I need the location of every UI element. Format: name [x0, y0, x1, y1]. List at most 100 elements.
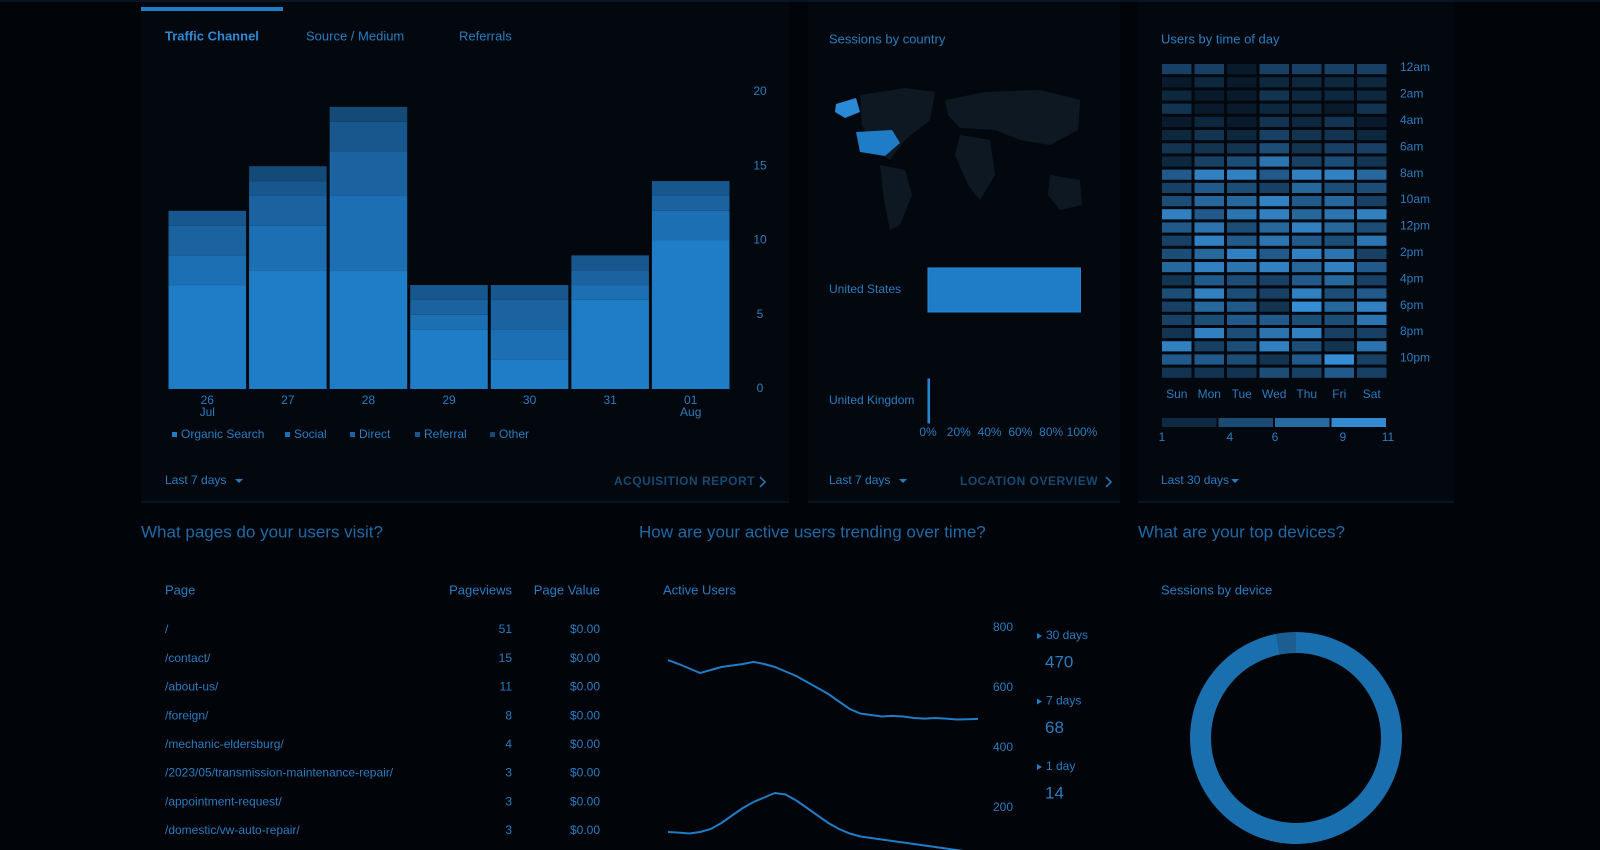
heat-cell — [1292, 328, 1322, 339]
heat-cell — [1324, 182, 1354, 193]
date-range[interactable]: Last 30 days — [1161, 473, 1229, 487]
report-link[interactable]: LOCATION OVERVIEW — [960, 474, 1098, 488]
heat-cell — [1292, 235, 1322, 246]
heat-cell — [1259, 288, 1289, 299]
heat-cell — [1227, 156, 1257, 167]
heat-cell — [1357, 130, 1387, 141]
y-tick-label: 15 — [753, 158, 767, 172]
date-range[interactable]: Last 7 days — [829, 473, 890, 487]
report-link[interactable]: ACQUISITION REPORT — [614, 474, 755, 488]
heat-cell — [1357, 275, 1387, 286]
heat-cell — [1357, 235, 1387, 246]
colorbar-segment — [1162, 418, 1217, 427]
legend-label: 7 days — [1046, 694, 1081, 708]
table-cell: 4 — [505, 737, 512, 751]
colorbar-segment — [1218, 418, 1273, 427]
legend-swatch — [415, 432, 420, 437]
heat-cell — [1292, 275, 1322, 286]
heat-cell — [1357, 90, 1387, 101]
heat-cell — [1227, 235, 1257, 246]
heat-cell — [1162, 64, 1192, 75]
tab[interactable]: Traffic Channel — [165, 28, 259, 43]
chart-title: Users by time of day — [1161, 31, 1280, 46]
heat-cell — [1259, 196, 1289, 207]
bar-segment — [168, 210, 247, 226]
bar-segment — [490, 285, 569, 300]
heat-cell — [1292, 64, 1322, 75]
category-label: United Kingdom — [829, 393, 914, 407]
heat-cell — [1162, 130, 1192, 141]
heat-cell — [1162, 248, 1192, 259]
y-tick-label: 200 — [993, 800, 1013, 814]
bar-segment — [651, 181, 730, 196]
heat-cell — [1227, 143, 1257, 154]
heat-cell — [1162, 182, 1192, 193]
table-cell: $0.00 — [570, 823, 600, 837]
heat-cell — [1194, 169, 1224, 180]
y-tick-label: 20 — [753, 84, 767, 98]
table-cell: 11 — [500, 680, 513, 694]
heat-cell — [1259, 341, 1289, 352]
dropdown-caret — [1231, 479, 1239, 483]
bar-segment — [571, 255, 649, 271]
dropdown-caret — [235, 479, 243, 483]
table-cell[interactable]: /appointment-request/ — [165, 794, 282, 808]
table-cell[interactable]: /contact/ — [165, 651, 211, 665]
bar — [927, 378, 931, 424]
heat-cell — [1162, 314, 1192, 325]
bar-segment — [410, 299, 488, 315]
row-label: 6pm — [1400, 298, 1423, 312]
bar-segment — [571, 270, 649, 286]
heat-cell — [1324, 341, 1354, 352]
legend-marker — [1037, 698, 1042, 705]
table-cell[interactable]: /foreign/ — [165, 708, 209, 722]
table-cell: 51 — [499, 622, 513, 636]
chevron — [1105, 476, 1113, 488]
heat-cell — [1162, 328, 1192, 339]
x-tick-label: 31 — [603, 393, 617, 407]
table-cell: $0.00 — [570, 794, 600, 808]
heat-cell — [1357, 103, 1387, 114]
column-label: Sat — [1363, 387, 1382, 401]
heat-cell — [1162, 367, 1192, 378]
bar-segment — [410, 314, 488, 330]
date-range[interactable]: Last 7 days — [165, 473, 226, 487]
row-label: 10pm — [1400, 351, 1430, 365]
legend-label: Organic Search — [181, 427, 264, 441]
heat-cell — [1227, 77, 1257, 88]
bar-segment — [329, 121, 408, 152]
heat-cell — [1194, 288, 1224, 299]
table-cell[interactable]: /mechanic-eldersburg/ — [165, 737, 284, 751]
row-label: 10am — [1400, 192, 1430, 206]
legend-marker — [1037, 764, 1042, 770]
heat-cell — [1227, 288, 1257, 299]
heat-cell — [1324, 328, 1354, 339]
row-label: 4am — [1400, 113, 1423, 127]
heat-cell — [1292, 222, 1322, 233]
heat-cell — [1162, 77, 1192, 88]
heat-cell — [1324, 222, 1354, 233]
table-cell[interactable]: / — [165, 622, 169, 636]
heat-cell — [1194, 222, 1224, 233]
table-cell[interactable]: /2023/05/transmission-maintenance-repair… — [165, 766, 394, 780]
heat-cell — [1324, 235, 1354, 246]
x-tick-label: 01 — [684, 393, 698, 407]
heat-cell — [1162, 156, 1192, 167]
tab[interactable]: Referrals — [459, 28, 512, 43]
active-tab-indicator — [141, 7, 283, 11]
bar-segment — [329, 151, 408, 196]
heat-cell — [1259, 143, 1289, 154]
tab[interactable]: Source / Medium — [306, 28, 404, 43]
bar-segment — [651, 210, 730, 241]
heat-cell — [1227, 367, 1257, 378]
heat-cell — [1227, 103, 1257, 114]
heat-cell — [1194, 182, 1224, 193]
line — [667, 659, 979, 721]
table-cell: $0.00 — [570, 622, 600, 636]
heat-cell — [1259, 103, 1289, 114]
table-cell[interactable]: /about-us/ — [165, 680, 219, 694]
table-cell[interactable]: /domestic/vw-auto-repair/ — [165, 823, 300, 837]
heat-cell — [1259, 367, 1289, 378]
section-heading: What pages do your users visit? — [141, 522, 383, 541]
